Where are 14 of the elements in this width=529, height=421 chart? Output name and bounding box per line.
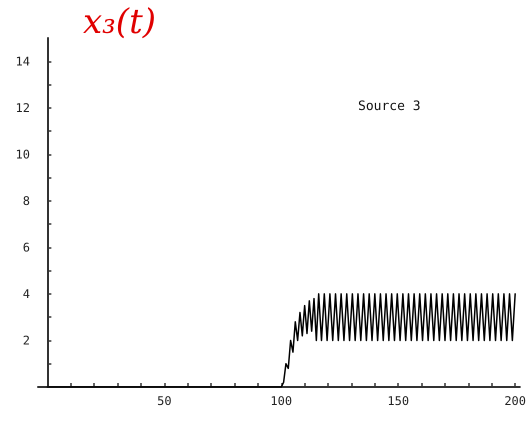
annotation: Source 3 [358, 99, 421, 114]
x-tick-label: 50 [157, 394, 172, 408]
y-tick-label: 6 [22, 240, 30, 254]
y-tick-label: 4 [22, 286, 30, 301]
line-series [46, 293, 516, 388]
y-tick-label: 8 [22, 194, 30, 208]
y-tick-label: 12 [16, 100, 30, 115]
y-tick-label: 14 [16, 54, 30, 68]
x-tick-label: 200 [504, 394, 526, 408]
x-tick-label: 100 [270, 394, 292, 408]
y-tick-label: 10 [16, 147, 30, 162]
chart-title: x₃(t) [83, 2, 156, 42]
x-tick-label: 150 [387, 394, 410, 408]
y-tick-label: 2 [22, 333, 30, 348]
